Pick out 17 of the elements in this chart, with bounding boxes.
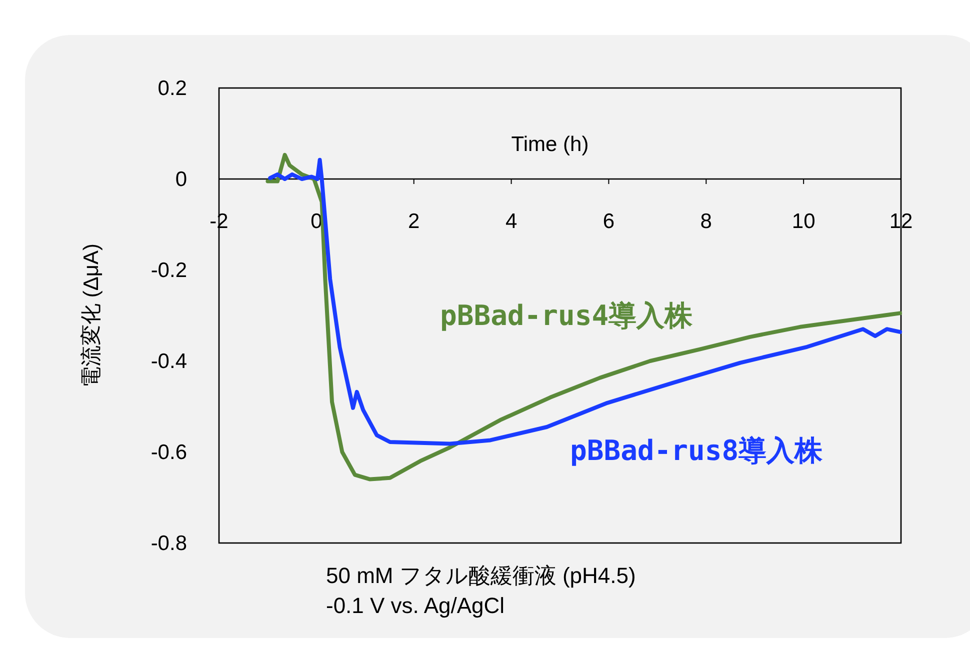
x-tick-label: 4 bbox=[505, 210, 518, 233]
y-axis-title: 電流変化 (ΔμA) bbox=[80, 244, 103, 388]
x-tick-label: 8 bbox=[700, 210, 712, 233]
y-tick-label: 0.2 bbox=[158, 77, 187, 100]
text: 50 mM フタル酸緩衝液 (pH4.5) bbox=[326, 563, 636, 588]
x-axis-title: Time (h) bbox=[511, 133, 589, 156]
x-tick-label: 10 bbox=[792, 210, 816, 233]
y-tick-label: -0.4 bbox=[150, 350, 188, 373]
y-tick-label: -0.2 bbox=[150, 259, 187, 282]
x-tick-label: 2 bbox=[408, 210, 420, 233]
y-tick-label: -0.8 bbox=[150, 532, 187, 555]
y-tick-label: 0 bbox=[175, 168, 187, 191]
series-label: pBBad-rus4導入株 bbox=[440, 299, 694, 332]
text: -0.1 V vs. Ag/AgCl bbox=[326, 593, 505, 618]
x-tick-label: 6 bbox=[602, 210, 615, 233]
y-tick-label: -0.6 bbox=[150, 441, 187, 464]
series-label: pBBad-rus8導入株 bbox=[570, 434, 824, 467]
